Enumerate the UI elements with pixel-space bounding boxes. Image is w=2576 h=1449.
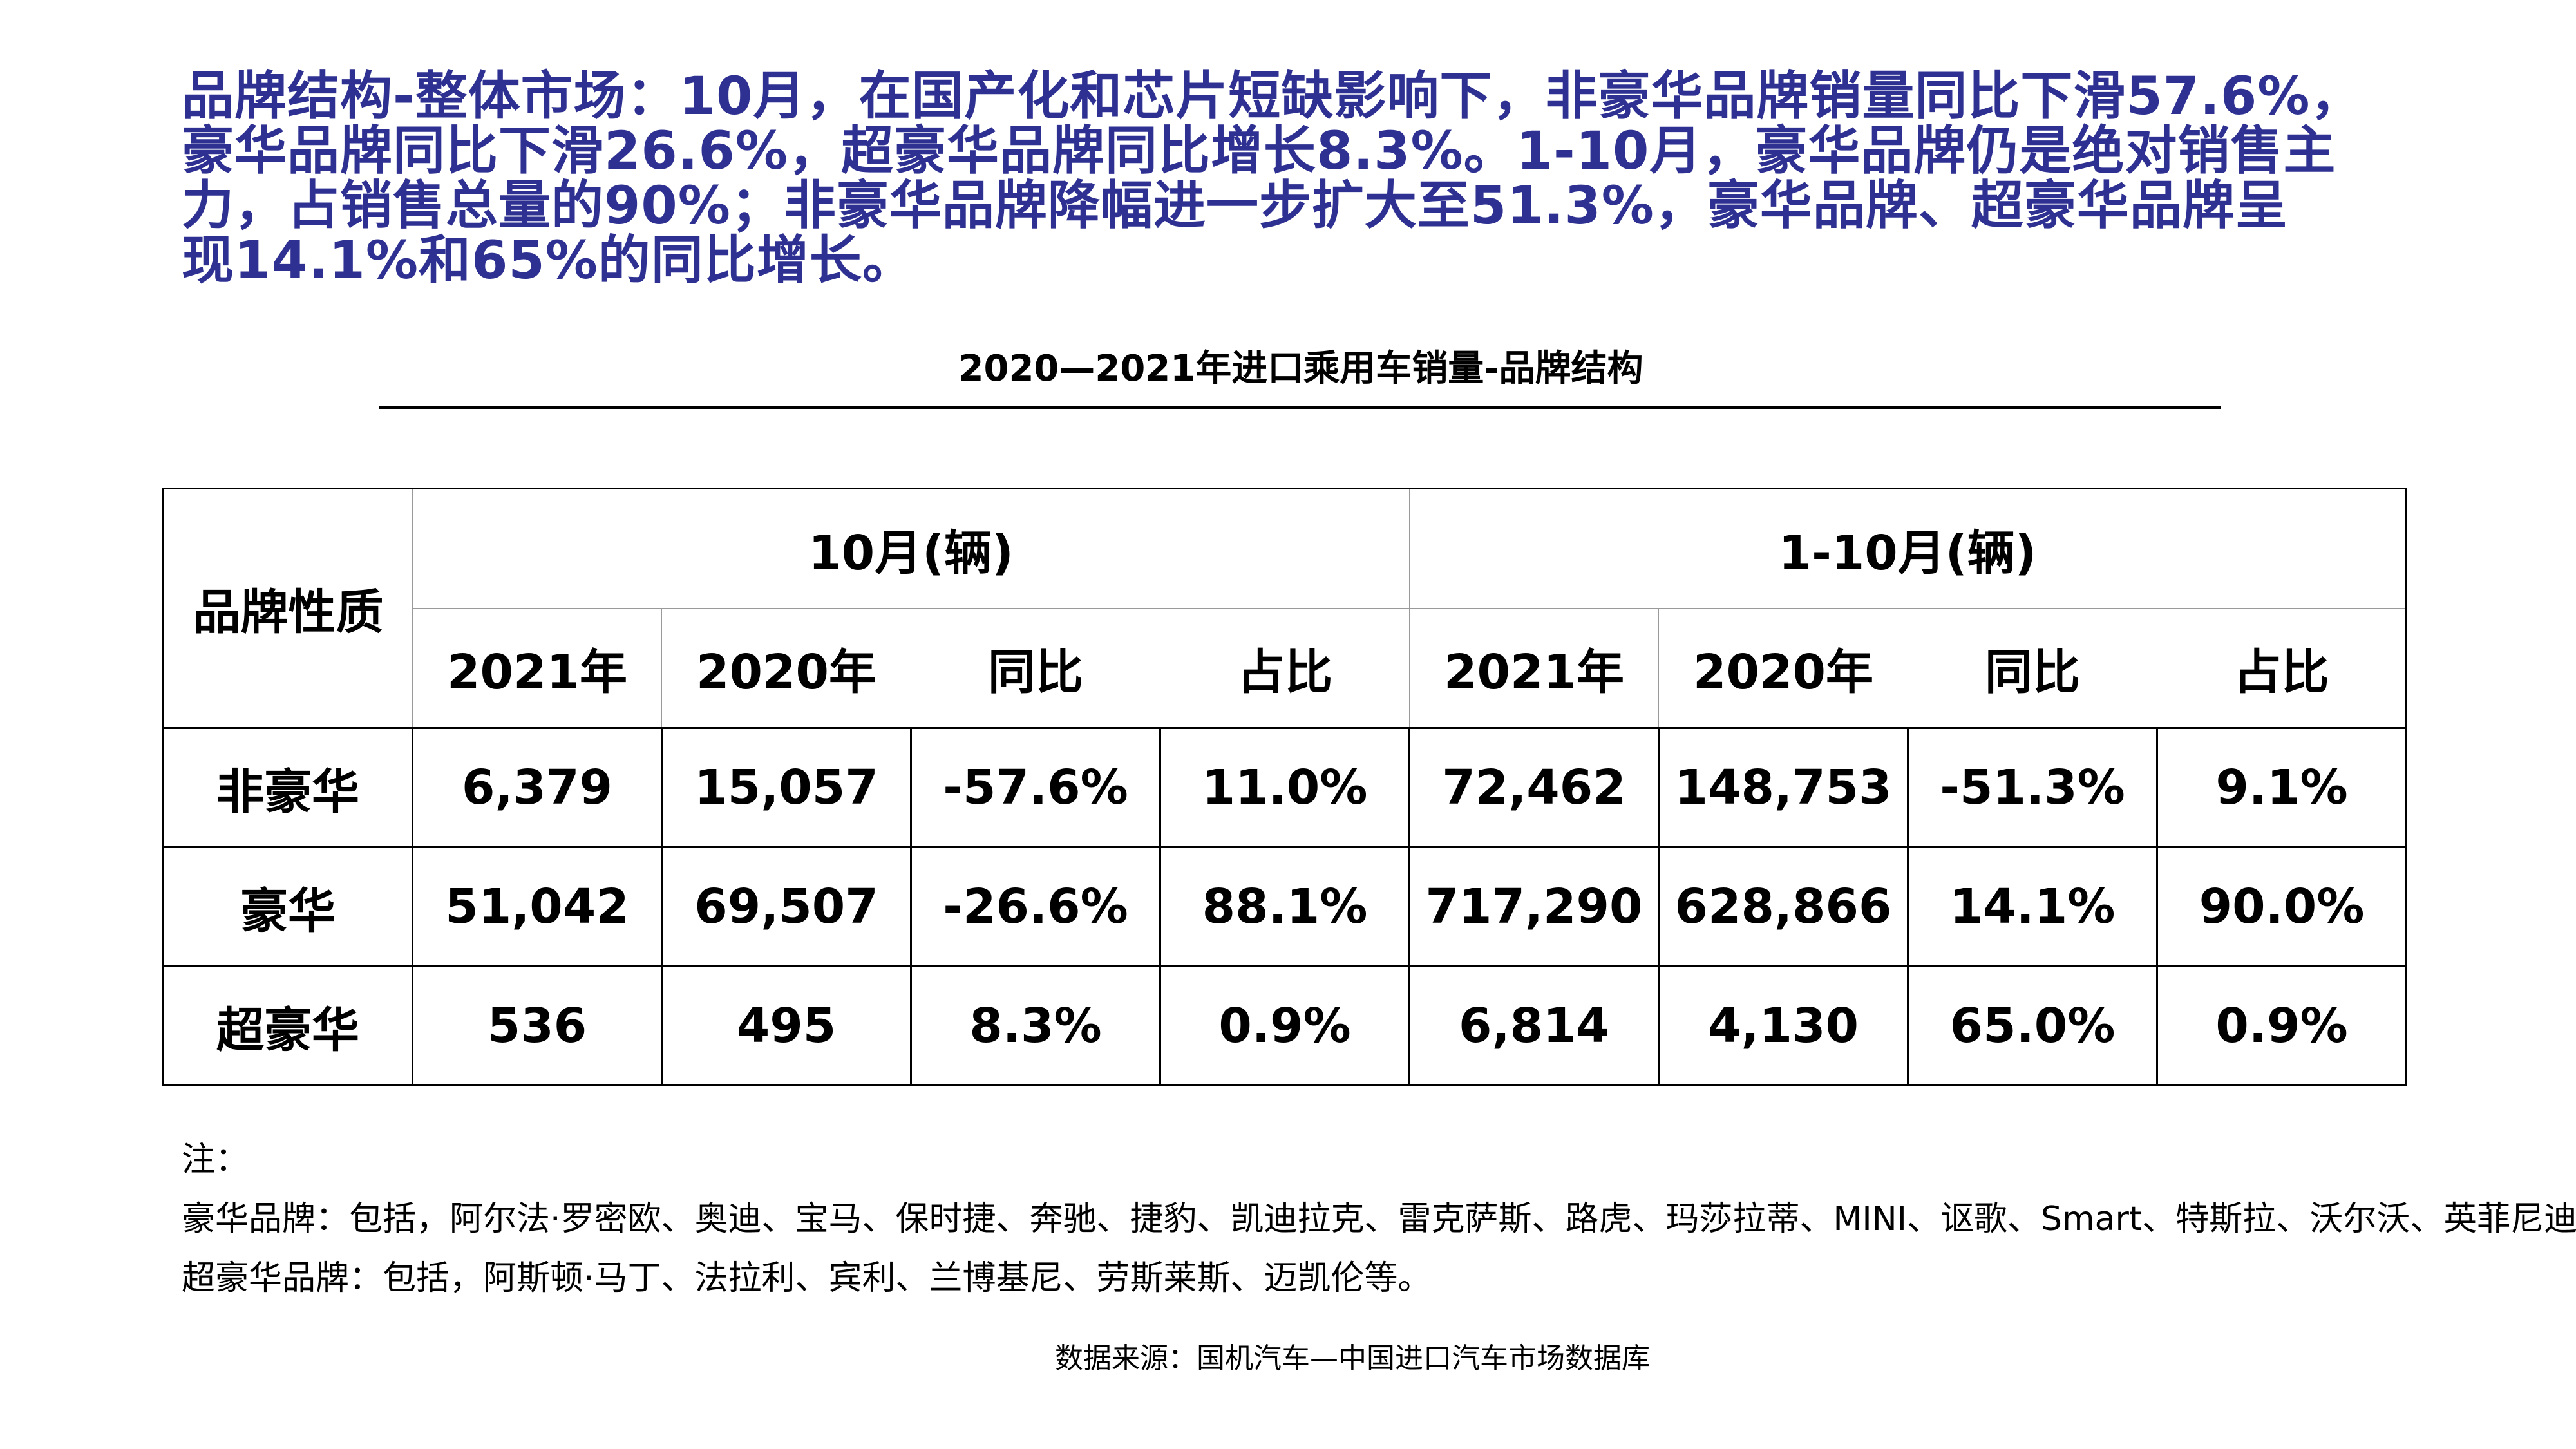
table-cell: 69,507 (661, 846, 912, 967)
table-cell: 9.1% (2155, 727, 2408, 848)
table-cell: -51.3% (1907, 727, 2158, 848)
table-cell: 628,866 (1658, 846, 1909, 967)
row-label: 非豪华 (162, 727, 413, 848)
table-row: 非豪华 6,379 15,057 -57.6% 11.0% 72,462 148… (162, 727, 2408, 848)
headline-line: 豪华品牌同比下滑26.6%，超豪华品牌同比增长8.3%。1-10月，豪华品牌仍是… (182, 121, 2336, 182)
headline-line: 力，占销售总量的90%；非豪华品牌降幅进一步扩大至51.3%，豪华品牌、超豪华品… (182, 176, 2288, 236)
table-cell: 90.0% (2155, 846, 2408, 967)
table-cell: 15,057 (661, 727, 912, 848)
table-cell: 148,753 (1658, 727, 1909, 848)
note-super-luxury-brands: 超豪华品牌：包括，阿斯顿·马丁、法拉利、宾利、兰博基尼、劳斯莱斯、迈凯伦等。 (182, 1259, 1432, 1298)
row-label: 超豪华 (162, 965, 413, 1086)
headline-line: 品牌结构-整体市场：10月，在国产化和芯片短缺影响下，非豪华品牌销量同比下滑57… (182, 66, 2363, 127)
column-header: 占比 (1160, 608, 1410, 729)
table-cell: 8.3% (910, 965, 1161, 1086)
row-label: 豪华 (162, 846, 413, 967)
table-row: 豪华 51,042 69,507 -26.6% 88.1% 717,290 62… (162, 846, 2408, 967)
headline: 品牌结构-整体市场：10月，在国产化和芯片短缺影响下，非豪华品牌销量同比下滑57… (182, 70, 2552, 289)
table-row: 超豪华 536 495 8.3% 0.9% 6,814 4,130 65.0% … (162, 965, 2408, 1086)
headline-line: 现14.1%和65%的同比增长。 (182, 231, 915, 291)
table-title: 2020—2021年进口乘用车销量-品牌结构 (958, 348, 1643, 390)
table-cell: 717,290 (1408, 846, 1660, 967)
title-rule (379, 406, 2221, 409)
group-header-october: 10月(辆) (412, 488, 1410, 609)
table-cell: 14.1% (1907, 846, 2158, 967)
table-cell: 88.1% (1159, 846, 1410, 967)
column-header: 2020年 (1658, 608, 1908, 729)
column-header: 同比 (1908, 608, 2157, 729)
table-cell: -57.6% (910, 727, 1161, 848)
table-cell: 72,462 (1408, 727, 1660, 848)
column-header: 2021年 (412, 608, 662, 729)
column-header: 同比 (911, 608, 1160, 729)
table-cell: 6,814 (1408, 965, 1660, 1086)
table-cell: 6,379 (412, 727, 663, 848)
notes: 注： 豪华品牌：包括，阿尔法·罗密欧、奥迪、宝马、保时捷、奔驰、捷豹、凯迪拉克、… (182, 1130, 2576, 1308)
table-cell: 0.9% (2155, 965, 2408, 1086)
corner-header: 品牌性质 (162, 488, 413, 729)
table-cell: 536 (412, 965, 663, 1086)
column-header: 2021年 (1409, 608, 1659, 729)
table-cell: 495 (661, 965, 912, 1086)
brand-structure-table: 品牌性质 10月(辆) 1-10月(辆) 2021年 2020年 同比 占比 2… (162, 488, 2408, 1086)
table-cell: 65.0% (1907, 965, 2158, 1086)
data-source: 数据来源：国机汽车—中国进口汽车市场数据库 (1055, 1342, 1650, 1375)
note-luxury-brands: 豪华品牌：包括，阿尔法·罗密欧、奥迪、宝马、保时捷、奔驰、捷豹、凯迪拉克、雷克萨… (182, 1200, 2576, 1238)
table-cell: 51,042 (412, 846, 663, 967)
table-subheader-row: 2021年 2020年 同比 占比 2021年 2020年 同比 占比 (164, 608, 2408, 729)
table-cell: -26.6% (910, 846, 1161, 967)
table-cell: 11.0% (1159, 727, 1410, 848)
column-header: 占比 (2156, 608, 2408, 729)
group-header-jan-oct: 1-10月(辆) (1408, 488, 2408, 609)
table-cell: 0.9% (1159, 965, 1410, 1086)
column-header: 2020年 (661, 608, 911, 729)
notes-heading: 注： (182, 1141, 249, 1179)
table-cell: 4,130 (1658, 965, 1909, 1086)
table-header-row: 品牌性质 10月(辆) 1-10月(辆) (162, 488, 2408, 729)
